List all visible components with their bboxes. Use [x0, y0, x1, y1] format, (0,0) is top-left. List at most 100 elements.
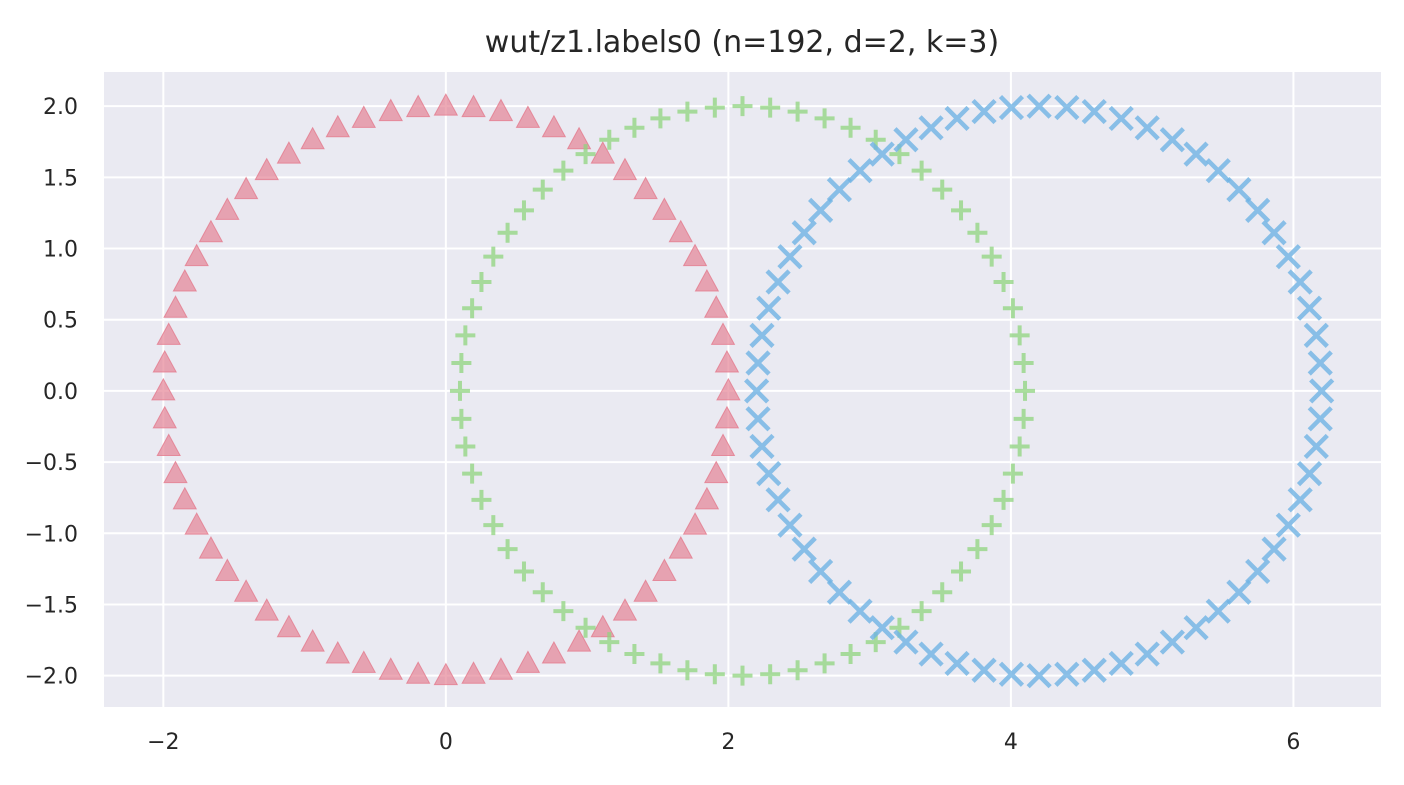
x-tick-label: −2: [147, 730, 179, 755]
plus-point: [553, 601, 574, 622]
plus-point: [483, 515, 504, 536]
triangle-point: [378, 98, 404, 122]
x-point: [1054, 661, 1080, 687]
triangle-point: [488, 98, 514, 122]
plus-point: [787, 101, 808, 122]
plus-point: [451, 408, 472, 429]
plus-point: [575, 617, 596, 638]
x-point: [765, 269, 791, 295]
x-point: [1245, 558, 1271, 585]
x-point: [777, 244, 803, 270]
x-point: [826, 177, 852, 203]
triangle-point: [515, 105, 541, 128]
x-point: [745, 350, 771, 376]
plot-area: [104, 72, 1381, 707]
x-tick-label: 0: [439, 730, 453, 755]
plus-point: [732, 665, 753, 686]
triangle-point: [541, 640, 567, 664]
plus-point: [677, 660, 698, 681]
triangle-point: [215, 197, 240, 220]
triangle-point: [163, 460, 188, 484]
x-point: [1287, 269, 1313, 295]
plus-point: [760, 97, 781, 118]
plus-point: [981, 246, 1002, 267]
x-point: [808, 558, 834, 585]
plus-point: [967, 222, 988, 243]
y-axis-ticks: 2.0 1.5 1.0 0.5 0.0 −0.5 −1.0 −1.5 −2.0: [25, 95, 78, 690]
plus-point: [471, 489, 492, 510]
triangle-point: [233, 176, 259, 200]
triangle-point: [152, 405, 177, 429]
x-point: [1226, 177, 1252, 203]
y-tick-label: 1.5: [43, 166, 78, 191]
plus-point: [814, 653, 835, 674]
triangle-point: [714, 405, 740, 429]
x-point: [998, 95, 1025, 121]
triangle-point: [378, 657, 404, 680]
triangle-point: [515, 650, 541, 673]
x-point: [744, 378, 770, 404]
x-point: [791, 536, 817, 562]
x-point: [944, 105, 970, 132]
x-point: [869, 141, 895, 167]
y-tick-label: 2.0: [43, 95, 78, 120]
triangle-point: [405, 94, 431, 118]
x-point: [1205, 158, 1231, 184]
plus-point: [951, 200, 972, 221]
triangle-point: [215, 558, 240, 581]
x-point: [918, 115, 944, 141]
plus-point: [814, 108, 835, 129]
triangle-point: [156, 433, 181, 456]
y-tick-label: 0.5: [43, 309, 78, 334]
x-point: [998, 661, 1025, 687]
triangle-point: [461, 661, 486, 684]
plus-point: [732, 96, 753, 117]
plus-point: [462, 463, 483, 484]
plus-point: [911, 601, 932, 622]
triangle-point: [682, 243, 708, 267]
triangle-point: [652, 558, 677, 581]
plus-point: [981, 515, 1002, 536]
plus-point: [462, 298, 483, 319]
plus-point: [599, 632, 620, 653]
x-point: [1081, 657, 1107, 683]
x-point: [1261, 536, 1287, 562]
triangle-point: [633, 579, 658, 602]
triangle-point: [716, 377, 741, 401]
plus-point: [471, 272, 492, 293]
triangle-point: [254, 157, 279, 181]
x-point: [1245, 197, 1271, 223]
triangle-point: [433, 93, 459, 116]
plus-point: [455, 325, 476, 346]
plus-point: [787, 660, 808, 681]
x-point: [756, 295, 782, 321]
plus-point: [451, 353, 472, 374]
x-point: [1303, 433, 1329, 460]
plus-point: [483, 246, 504, 267]
x-point: [1309, 378, 1335, 404]
plus-point: [932, 582, 953, 603]
triangle-point: [714, 349, 740, 373]
triangle-point: [325, 114, 351, 138]
x-point: [893, 127, 919, 153]
x-point: [847, 158, 873, 184]
x-point: [1026, 93, 1052, 119]
triangle-point: [152, 349, 177, 373]
triangle-point: [156, 322, 181, 345]
plus-point: [967, 539, 988, 560]
x-point: [1303, 322, 1329, 348]
plus-point: [1009, 436, 1030, 457]
triangle-point: [590, 614, 616, 638]
triangle-point: [541, 114, 567, 138]
x-point: [1226, 579, 1252, 605]
plus-point: [1013, 408, 1034, 429]
x-point: [1183, 141, 1209, 167]
plus-point: [1002, 298, 1023, 319]
triangle-point: [151, 377, 176, 401]
x-tick-label: 6: [1286, 730, 1300, 755]
plus-point: [911, 160, 932, 181]
triangle-point: [710, 433, 736, 456]
plus-point: [1013, 353, 1034, 374]
x-point: [777, 512, 803, 538]
plus-point: [599, 129, 620, 150]
